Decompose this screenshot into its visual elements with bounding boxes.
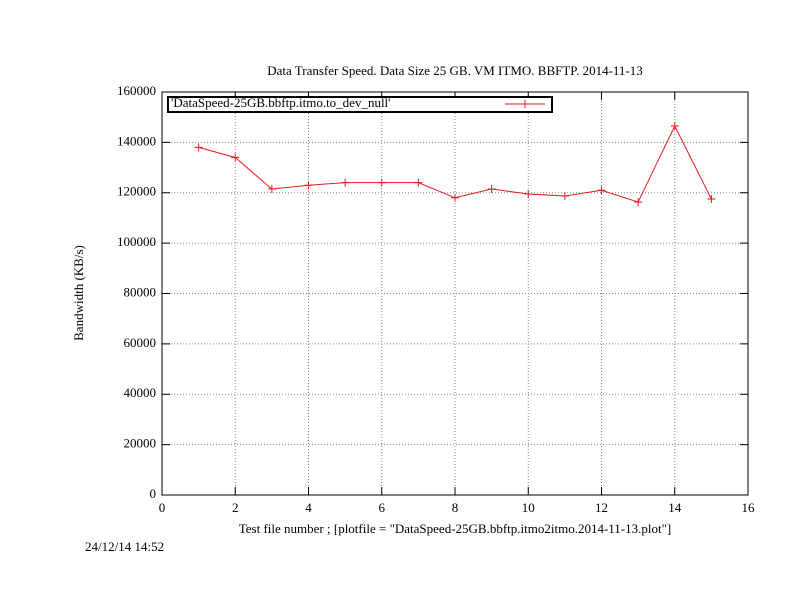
data-point <box>304 181 313 190</box>
x-tick-label: 6 <box>379 500 386 515</box>
data-point <box>707 195 716 204</box>
x-tick-label: 14 <box>668 500 682 515</box>
y-tick-label: 100000 <box>117 234 156 249</box>
data-point <box>377 178 386 187</box>
x-tick-label: 12 <box>595 500 608 515</box>
x-axis-label: Test file number ; [plotfile = "DataSpee… <box>239 521 671 536</box>
x-tick-label: 8 <box>452 500 459 515</box>
data-point <box>487 184 496 193</box>
x-tick-label: 0 <box>159 500 166 515</box>
y-axis-label: Bandwidth (KB/s) <box>71 245 86 341</box>
data-point <box>670 122 679 131</box>
y-tick-label: 20000 <box>124 436 157 451</box>
x-tick-label: 10 <box>522 500 535 515</box>
y-tick-label: 60000 <box>124 335 157 350</box>
y-tick-label: 140000 <box>117 133 156 148</box>
x-tick-label: 2 <box>232 500 239 515</box>
y-tick-label: 40000 <box>124 385 157 400</box>
data-point <box>634 198 643 207</box>
chart-title: Data Transfer Speed. Data Size 25 GB. VM… <box>267 63 643 78</box>
legend-box <box>167 96 553 113</box>
x-tick-label: 4 <box>305 500 312 515</box>
legend-marker <box>521 100 529 108</box>
data-point <box>524 190 533 199</box>
data-point <box>231 153 240 162</box>
data-point <box>267 184 276 193</box>
x-tick-label: 16 <box>742 500 756 515</box>
data-point <box>194 143 203 152</box>
y-tick-label: 120000 <box>117 184 156 199</box>
y-tick-label: 160000 <box>117 83 156 98</box>
plot-frame <box>161 91 749 496</box>
timestamp: 24/12/14 14:52 <box>85 539 164 554</box>
y-tick-label: 0 <box>150 486 157 501</box>
data-point <box>414 178 423 187</box>
data-point <box>560 192 569 201</box>
y-tick-label: 80000 <box>124 284 157 299</box>
data-point <box>451 193 459 202</box>
data-point <box>341 178 350 187</box>
data-point <box>597 186 606 195</box>
legend-label: 'DataSpeed-25GB.bbftp.itmo.to_dev_null' <box>171 95 391 110</box>
